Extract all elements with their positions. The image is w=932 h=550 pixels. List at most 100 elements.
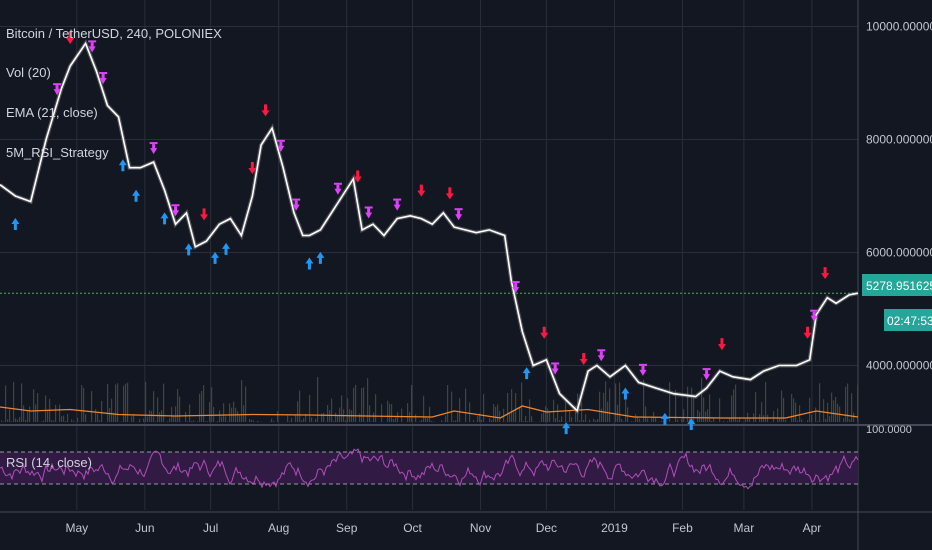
volume-bar	[411, 385, 413, 422]
volume-bar	[47, 411, 49, 422]
volume-bar	[627, 407, 629, 422]
exit-signal-arrow	[292, 200, 300, 211]
volume-bar	[493, 404, 495, 422]
volume-bar	[777, 408, 779, 422]
volume-bar	[857, 384, 859, 422]
volume-bar	[295, 415, 297, 422]
volume-bar	[833, 400, 835, 422]
volume-bar	[621, 419, 623, 422]
volume-bar	[147, 416, 149, 422]
volume-bar	[389, 403, 391, 422]
volume-bar	[433, 421, 435, 422]
volume-bar	[41, 421, 43, 422]
volume-bar	[1, 420, 3, 422]
volume-bar	[271, 418, 273, 422]
volume-bar	[797, 420, 799, 422]
volume-bar	[823, 399, 825, 422]
volume-bar	[689, 418, 691, 422]
volume-bar	[15, 418, 17, 422]
price-tag-bg	[862, 274, 932, 296]
volume-bar	[459, 398, 461, 422]
x-tick-label: 2019	[601, 521, 628, 535]
volume-bar	[709, 394, 711, 422]
exit-signal-arrow	[455, 210, 463, 221]
volume-bar	[745, 418, 747, 422]
indicator-volume-label[interactable]: Vol (20)	[6, 65, 51, 80]
volume-bar	[355, 384, 357, 422]
volume-bar	[193, 420, 195, 422]
sell-signal-arrow	[200, 208, 209, 221]
rsi-label[interactable]: RSI (14, close)	[6, 455, 92, 470]
sell-signal-arrow	[821, 267, 830, 280]
volume-bar	[301, 420, 303, 422]
exit-signal-arrow	[365, 208, 373, 219]
volume-bar	[337, 416, 339, 422]
volume-bar	[607, 401, 609, 422]
sell-signal-arrow	[417, 184, 426, 197]
volume-bar	[67, 413, 69, 422]
volume-bar	[143, 418, 145, 422]
volume-bar	[625, 390, 627, 422]
volume-bar	[305, 413, 307, 422]
volume-bar	[837, 403, 839, 422]
volume-bar	[127, 382, 129, 422]
volume-bar	[739, 417, 741, 422]
indicator-strategy-label[interactable]: 5M_RSI_Strategy	[6, 145, 109, 160]
volume-bar	[85, 414, 87, 422]
volume-bar	[33, 389, 35, 422]
volume-bar	[693, 394, 695, 422]
volume-bar	[361, 388, 363, 422]
volume-bar	[407, 403, 409, 422]
volume-bar	[609, 388, 611, 422]
volume-bar	[785, 419, 787, 422]
sell-signal-arrow	[540, 326, 549, 339]
volume-bar	[509, 413, 511, 422]
volume-bar	[853, 412, 855, 422]
volume-bar	[661, 420, 663, 422]
volume-bar	[683, 409, 685, 422]
volume-bar	[675, 389, 677, 422]
price-pane	[0, 39, 859, 415]
volume-bar	[419, 421, 421, 422]
countdown-tag-bg	[884, 309, 932, 331]
volume-bar	[227, 421, 229, 422]
indicator-ema-label[interactable]: EMA (21, close)	[6, 105, 98, 120]
volume-bar	[489, 418, 491, 422]
volume-bar	[5, 385, 7, 422]
volume-bar	[139, 418, 141, 422]
symbol-title[interactable]: Bitcoin / TetherUSD, 240, POLONIEX	[6, 26, 222, 41]
volume-bar	[123, 385, 125, 422]
volume-bar	[121, 421, 123, 422]
volume-bar	[51, 420, 53, 422]
strategy-signals	[11, 32, 830, 435]
volume-bar	[7, 419, 9, 422]
volume-bar	[779, 418, 781, 422]
volume-bar	[219, 410, 221, 422]
buy-signal-arrow	[687, 418, 696, 431]
volume-bar	[491, 420, 493, 422]
volume-bar	[793, 398, 795, 422]
volume-bar	[605, 381, 607, 422]
volume-bar	[359, 413, 361, 422]
volume-bar	[21, 383, 23, 422]
volume-bar	[367, 378, 369, 422]
volume-bar	[125, 383, 127, 422]
sell-signal-arrow	[353, 170, 362, 183]
volume-bar	[549, 411, 551, 422]
volume-bar	[713, 417, 715, 422]
exit-signal-bar	[333, 182, 342, 185]
volume-bar	[615, 383, 617, 422]
buy-signal-arrow	[621, 387, 630, 400]
volume-ma-line	[0, 405, 859, 419]
volume-bar	[421, 419, 423, 422]
exit-signal-arrow	[703, 370, 711, 381]
rsi-band	[0, 452, 858, 484]
volume-bar	[677, 419, 679, 422]
volume-bar	[191, 421, 193, 422]
volume-bar	[257, 420, 259, 422]
volume-bar	[565, 401, 567, 422]
volume-bar	[447, 385, 449, 422]
volume-bar	[801, 419, 803, 422]
volume-bar	[783, 397, 785, 422]
